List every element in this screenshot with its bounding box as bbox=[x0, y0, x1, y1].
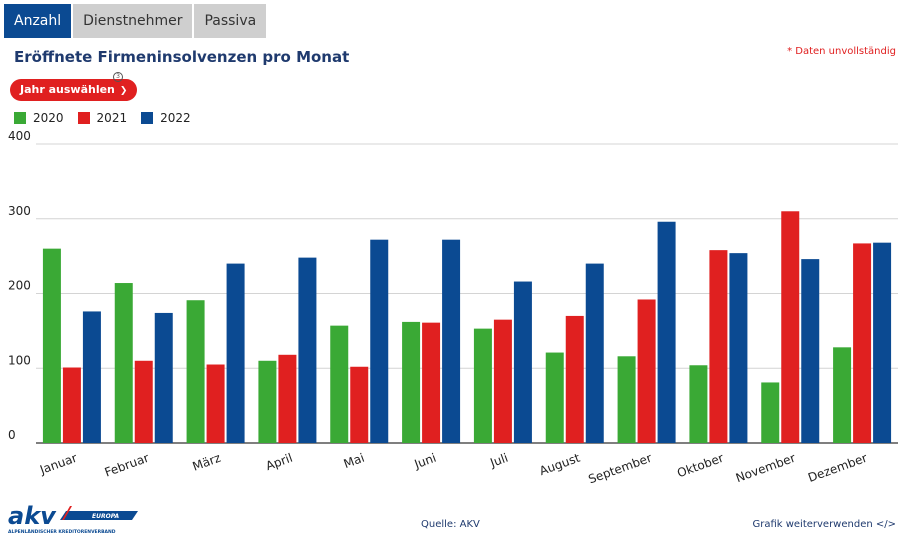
logo-badge: EUROPA bbox=[92, 513, 120, 520]
bar-2022-7 bbox=[585, 263, 604, 443]
legend-label-2020: 2020 bbox=[33, 111, 64, 125]
tab-passiva[interactable]: Passiva bbox=[194, 4, 267, 38]
x-category-label: September bbox=[586, 451, 653, 487]
bar-2021-11 bbox=[853, 243, 872, 443]
bar-2022-10 bbox=[801, 259, 820, 443]
logo-accent-stroke bbox=[62, 506, 72, 520]
select-year-button[interactable]: Jahr auswählen ❯ bbox=[10, 79, 138, 101]
bar-2020-7 bbox=[545, 352, 564, 443]
bar-2020-1 bbox=[114, 283, 133, 443]
bar-2022-2 bbox=[226, 263, 245, 443]
x-category-label: August bbox=[538, 451, 583, 479]
bar-2020-10 bbox=[761, 382, 780, 443]
x-category-label: Juni bbox=[412, 451, 438, 472]
x-category-label: März bbox=[191, 451, 223, 474]
tab-dienstnehmer[interactable]: Dienstnehmer bbox=[73, 4, 193, 38]
bar-2020-11 bbox=[833, 347, 852, 443]
x-category-label: April bbox=[264, 451, 295, 474]
x-category-label: November bbox=[734, 451, 798, 486]
chart-title: Eröffnete Firmeninsolvenzen pro Monat bbox=[14, 48, 350, 66]
bar-2020-2 bbox=[186, 300, 205, 443]
source-label: Quelle: AKV bbox=[421, 519, 480, 530]
reuse-chart-link[interactable]: Grafik weiterverwenden </> bbox=[752, 519, 896, 530]
bar-2021-4 bbox=[350, 366, 369, 443]
bar-2022-5 bbox=[442, 239, 461, 443]
y-tick-label: 300 bbox=[8, 204, 31, 218]
legend-swatch-2020 bbox=[14, 112, 26, 124]
bar-2020-6 bbox=[473, 328, 492, 443]
bar-2022-8 bbox=[657, 221, 676, 443]
bar-2021-10 bbox=[781, 211, 800, 443]
legend-swatch-2021 bbox=[77, 112, 90, 124]
bar-2022-6 bbox=[513, 281, 532, 443]
legend-item-2022[interactable]: 2022 bbox=[141, 111, 191, 125]
bar-2022-4 bbox=[370, 239, 389, 443]
chart-legend: 2020 2021 2022 bbox=[14, 111, 205, 125]
bar-2020-9 bbox=[689, 365, 708, 443]
x-category-label: Dezember bbox=[806, 451, 869, 485]
legend-item-2020[interactable]: 2020 bbox=[14, 111, 64, 125]
akv-logo-mark: akv EUROPA ALPENLÄNDISCHER KREDITORENVER… bbox=[8, 502, 138, 535]
x-category-label: Oktober bbox=[675, 451, 725, 481]
y-tick-label: 200 bbox=[8, 279, 31, 293]
y-tick-label: 400 bbox=[8, 129, 31, 143]
legend-item-2021[interactable]: 2021 bbox=[77, 111, 128, 125]
logo-subtitle: ALPENLÄNDISCHER KREDITORENVERBAND bbox=[8, 528, 116, 535]
tab-bar: Anzahl Dienstnehmer Passiva bbox=[4, 4, 268, 38]
y-tick-label: 0 bbox=[8, 428, 16, 442]
bar-2020-8 bbox=[617, 356, 636, 443]
select-year-label: Jahr auswählen bbox=[20, 83, 115, 96]
x-category-label: Mai bbox=[342, 451, 367, 471]
x-category-label: Juli bbox=[487, 451, 509, 471]
y-tick-label: 100 bbox=[8, 353, 31, 367]
bar-2022-1 bbox=[154, 312, 173, 443]
bar-chart: 0 100 200 300 400 Januar Februar März April Mai Ju… bbox=[8, 129, 898, 487]
bar-2022-11 bbox=[873, 242, 892, 443]
bar-2020-3 bbox=[258, 360, 277, 443]
x-category-label: Januar bbox=[37, 451, 79, 478]
bar-2021-1 bbox=[134, 360, 153, 443]
bar-2021-7 bbox=[565, 315, 584, 443]
akv-logo[interactable]: akv EUROPA ALPENLÄNDISCHER KREDITORENVER… bbox=[6, 502, 146, 540]
logo-badge-shape bbox=[60, 511, 138, 520]
bar-2021-2 bbox=[206, 364, 225, 443]
bar-2020-0 bbox=[42, 248, 61, 443]
info-icon[interactable]: 3 bbox=[113, 72, 123, 82]
bar-2021-8 bbox=[637, 299, 656, 443]
legend-label-2021: 2021 bbox=[96, 111, 128, 125]
bar-2021-6 bbox=[493, 319, 512, 443]
bar-2021-0 bbox=[62, 367, 81, 443]
bar-2022-0 bbox=[82, 311, 101, 443]
bar-2021-3 bbox=[278, 354, 297, 443]
bar-2022-3 bbox=[298, 257, 317, 443]
bar-2021-5 bbox=[422, 322, 441, 443]
logo-text: akv bbox=[8, 502, 57, 530]
incomplete-data-note: * Daten unvollständig bbox=[787, 46, 896, 57]
bar-2020-4 bbox=[330, 325, 349, 443]
tab-anzahl[interactable]: Anzahl bbox=[4, 4, 72, 38]
legend-label-2022: 2022 bbox=[160, 111, 191, 125]
x-category-label: Februar bbox=[103, 451, 151, 480]
bar-2021-9 bbox=[709, 250, 728, 443]
bar-2020-5 bbox=[402, 321, 421, 443]
chevron-down-icon: ❯ bbox=[119, 86, 128, 96]
legend-swatch-2022 bbox=[141, 112, 154, 124]
bar-2022-9 bbox=[729, 253, 748, 443]
